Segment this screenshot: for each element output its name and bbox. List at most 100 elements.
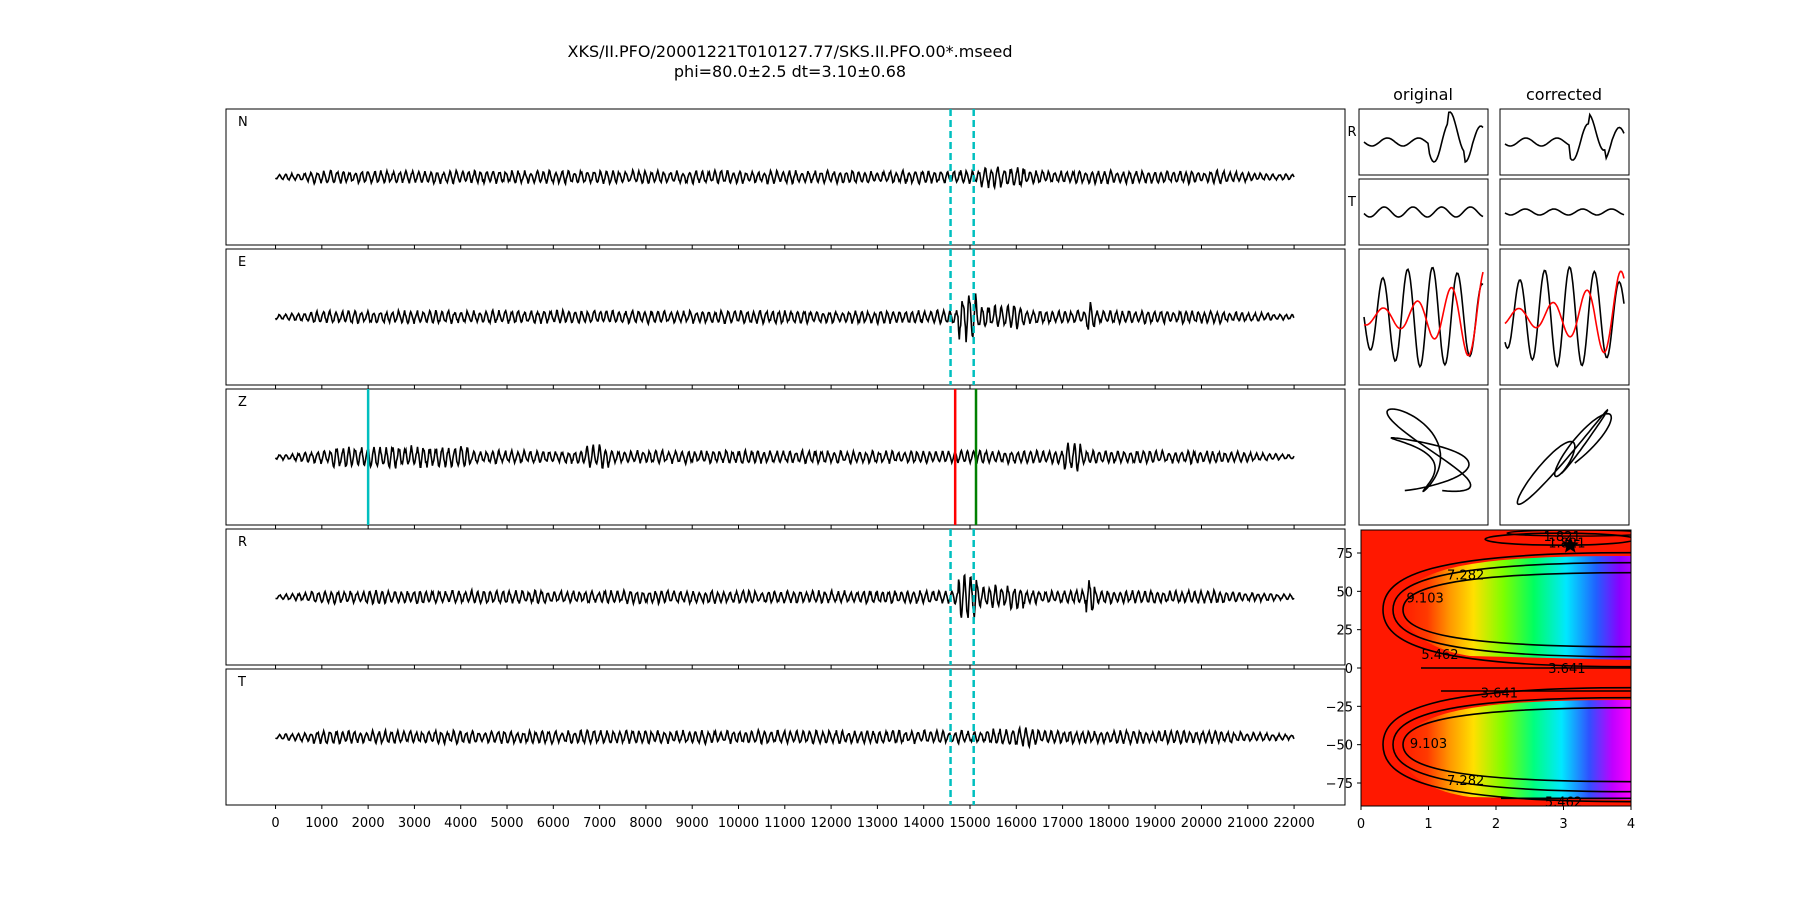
waveform-panels: N E Z R T — [225, 108, 1346, 809]
trace-x-axis: 0 1000 2000 3000 4000 5000 6000 7000 8000 9000 100… — [271, 816, 1314, 831]
contour-best-loop — [1484, 532, 1631, 546]
error-surface-contour-labels: 1.8211.8217.2829.1035.4623.6413.6419.103… — [1407, 530, 1586, 810]
trace-x-tick-label: 22000 — [1273, 816, 1314, 831]
transverse-trace — [1363, 206, 1484, 218]
trace-x-tick-label: 1000 — [305, 816, 338, 831]
small-panel-t-original — [1358, 178, 1489, 246]
surface-x-tick-label: 3 — [1559, 817, 1567, 832]
trace-panel-n: N — [225, 108, 1346, 249]
small-panel-frame — [1358, 388, 1489, 526]
trace-x-tick-label: 0 — [271, 816, 279, 831]
fast-component-trace — [1504, 265, 1625, 368]
waveform-trace-r — [275, 573, 1295, 619]
contour-value-label: 9.103 — [1407, 591, 1444, 606]
trace-x-tick-label: 21000 — [1227, 816, 1268, 831]
small-panel-particle-corrected — [1499, 388, 1630, 526]
contour-value-label: 7.282 — [1447, 774, 1484, 789]
surface-y-tick-label: 50 — [1336, 585, 1353, 600]
contour-upper-outer — [1382, 551, 1631, 668]
component-comparison-panels: RT — [1347, 108, 1630, 526]
surface-y-tick-label: −75 — [1326, 777, 1353, 792]
surface-x-tick-label: 0 — [1357, 817, 1365, 832]
contour-lower-outer — [1382, 686, 1631, 803]
small-panel-t-corrected — [1499, 178, 1630, 246]
error-surface-lower-lobe — [1399, 700, 1631, 800]
small-panel-frame — [1499, 178, 1630, 246]
trace-x-tick-label: 4000 — [444, 816, 477, 831]
surface-y-tick-label: −50 — [1326, 739, 1353, 754]
trace-x-tick-label: 2000 — [352, 816, 385, 831]
trace-x-tick-label: 13000 — [857, 816, 898, 831]
contour-value-label: 5.462 — [1421, 648, 1458, 663]
trace-component-label: T — [237, 675, 246, 690]
trace-x-tick-label: 15000 — [949, 816, 990, 831]
trace-component-label: Z — [238, 395, 247, 410]
small-panel-frame — [1358, 248, 1489, 386]
best-fit-star — [1561, 536, 1579, 553]
contour-upper-inner — [1402, 571, 1631, 648]
small-panel-r-original — [1358, 108, 1489, 176]
contour-upper-mid — [1392, 561, 1631, 658]
trace-x-tick-label: 12000 — [810, 816, 851, 831]
surface-y-tick-label: 75 — [1336, 547, 1353, 562]
trace-x-tick-label: 8000 — [629, 816, 662, 831]
trace-x-tick-label: 20000 — [1181, 816, 1222, 831]
trace-component-label: N — [238, 115, 248, 130]
contour-value-label: 7.282 — [1447, 568, 1484, 583]
small-panel-overlay-original — [1358, 248, 1489, 386]
figure-title-line2: phi=80.0±2.5 dt=3.10±0.68 — [674, 62, 906, 81]
trace-x-tick-label: 9000 — [676, 816, 709, 831]
trace-panel-frame — [225, 108, 1346, 246]
trace-panel-frame — [225, 528, 1346, 666]
trace-x-tick-label: 14000 — [903, 816, 944, 831]
small-panel-frame — [1499, 388, 1630, 526]
trace-x-tick-label: 16000 — [996, 816, 1037, 831]
contour-lower-mid — [1392, 696, 1631, 793]
waveform-trace-e — [274, 293, 1295, 343]
error-surface-axes: 0 1 2 3 4 75 50 25 0 −25 −50 −75 — [1326, 547, 1636, 832]
surface-x-tick-label: 2 — [1492, 817, 1500, 832]
surface-y-tick-label: 25 — [1336, 624, 1353, 639]
surface-x-tick-label: 4 — [1627, 817, 1635, 832]
contour-value-label: 5.462 — [1545, 795, 1582, 810]
trace-x-tick-label: 5000 — [490, 816, 523, 831]
trace-panel-t: T — [225, 668, 1346, 809]
corrected-column-title: corrected — [1526, 85, 1602, 104]
trace-panel-r: R — [225, 528, 1346, 669]
waveform-trace-n — [274, 166, 1295, 191]
waveform-trace-z — [274, 442, 1295, 472]
contour-value-label: 3.641 — [1548, 662, 1585, 677]
small-panel-frame — [1358, 108, 1489, 176]
transverse-trace — [1504, 208, 1625, 216]
small-panel-frame — [1499, 108, 1630, 176]
trace-panel-e: E — [225, 248, 1346, 389]
small-panel-frame — [1499, 248, 1630, 386]
contour-value-label: 3.641 — [1481, 687, 1518, 702]
fast-component-trace — [1363, 266, 1484, 369]
trace-x-tick-label: 11000 — [764, 816, 805, 831]
surface-y-tick-label: 0 — [1345, 662, 1353, 677]
original-column-title: original — [1393, 85, 1453, 104]
trace-component-label: E — [238, 255, 246, 270]
surface-y-tick-label: −25 — [1326, 700, 1353, 715]
trace-component-label: R — [238, 535, 247, 550]
trace-x-tick-label: 17000 — [1042, 816, 1083, 831]
best-fit-star-icon — [1561, 536, 1579, 553]
particle-motion-trace — [1516, 408, 1613, 506]
slow-component-trace — [1504, 270, 1625, 354]
error-surface-contours — [1382, 530, 1631, 803]
small-panel-overlay-corrected — [1499, 248, 1630, 386]
trace-panel-z: Z — [225, 388, 1346, 529]
contour-lower-inner — [1402, 706, 1631, 783]
trace-panel-frame — [225, 388, 1346, 526]
small-panel-particle-original — [1358, 388, 1489, 526]
trace-x-tick-label: 19000 — [1135, 816, 1176, 831]
small-panel-frame — [1358, 178, 1489, 246]
component-row-label: T — [1347, 195, 1356, 210]
waveform-trace-t — [275, 724, 1295, 750]
slow-component-trace — [1363, 271, 1484, 357]
error-surface-plot: 1.8211.8217.2829.1035.4623.6413.6419.103… — [1326, 529, 1636, 832]
component-row-label: R — [1347, 125, 1356, 140]
trace-x-tick-label: 7000 — [583, 816, 616, 831]
